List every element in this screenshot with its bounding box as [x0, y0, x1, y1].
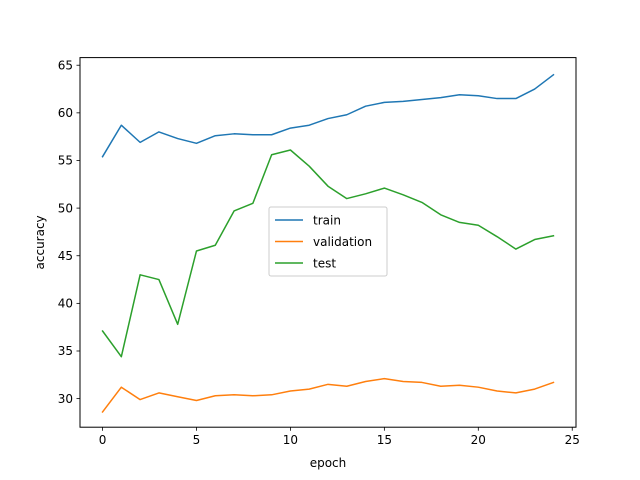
y-tick-label: 65	[58, 58, 73, 72]
legend-label-validation: validation	[313, 235, 372, 249]
y-tick-label: 40	[58, 297, 73, 311]
y-tick-label: 35	[58, 344, 73, 358]
y-tick-label: 45	[58, 249, 73, 263]
series-line-validation	[101, 377, 555, 414]
plot-lines	[101, 73, 555, 414]
series-line-train	[101, 73, 555, 158]
y-axis-ticks: 30 35 40 45 50 55 60 65	[58, 58, 80, 406]
y-tick-label: 60	[58, 106, 73, 120]
legend: train validation test	[268, 206, 388, 277]
x-axis-title: epoch	[310, 456, 347, 470]
series-line-test	[101, 149, 555, 358]
y-axis-title: accuracy	[33, 215, 47, 269]
legend-label-test: test	[313, 256, 336, 270]
x-axis-ticks: 0 5 10 15 20 25	[99, 427, 580, 447]
x-tick-label: 20	[471, 433, 486, 447]
x-tick-label: 25	[565, 433, 580, 447]
y-tick-label: 50	[58, 201, 73, 215]
plot-frame	[79, 57, 577, 428]
legend-label-train: train	[313, 213, 341, 227]
legend-box	[268, 206, 388, 277]
y-tick-label: 30	[58, 392, 73, 406]
x-tick-label: 5	[193, 433, 201, 447]
x-tick-label: 10	[283, 433, 298, 447]
x-tick-label: 15	[377, 433, 392, 447]
y-tick-label: 55	[58, 154, 73, 168]
x-tick-label: 0	[99, 433, 107, 447]
